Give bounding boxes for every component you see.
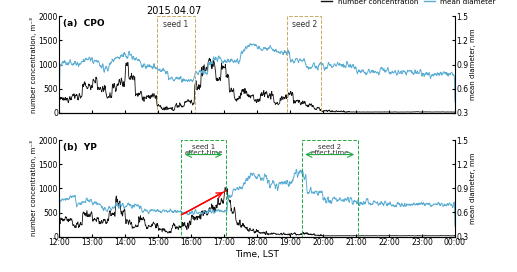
Y-axis label: number concentration, m⁻³: number concentration, m⁻³ [31, 17, 37, 113]
Y-axis label: mean diameter, mm: mean diameter, mm [470, 29, 476, 100]
Y-axis label: mean diameter, mm: mean diameter, mm [470, 153, 476, 224]
Bar [287, 16, 322, 113]
Text: seed 1
effect-time: seed 1 effect-time [185, 144, 223, 156]
Bar [181, 140, 226, 237]
Text: 2015.04.07: 2015.04.07 [146, 5, 202, 16]
Bar [157, 16, 194, 113]
X-axis label: Time, LST: Time, LST [235, 250, 279, 259]
Text: seed 2: seed 2 [292, 20, 317, 29]
Text: seed 1: seed 1 [163, 20, 188, 29]
Text: (b)  YP: (b) YP [64, 143, 97, 152]
Y-axis label: number concentration, m⁻³: number concentration, m⁻³ [31, 140, 37, 236]
Bar [302, 140, 358, 237]
Text: (a)  CPO: (a) CPO [64, 19, 105, 28]
Text: seed 2
effect-time: seed 2 effect-time [311, 144, 349, 156]
Legend: number concentration, mean diameter: number concentration, mean diameter [318, 0, 499, 8]
